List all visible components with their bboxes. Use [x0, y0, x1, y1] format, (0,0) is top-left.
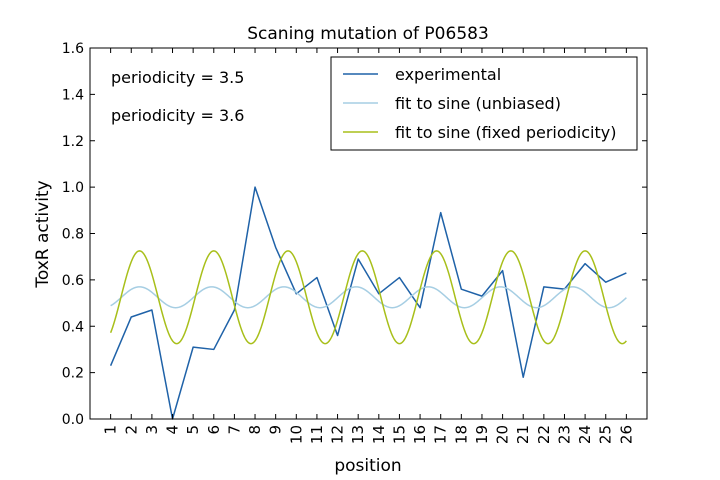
x-tick-label: 7: [225, 425, 243, 435]
x-tick-label: 20: [494, 425, 512, 444]
legend-label-fit-unbiased: fit to sine (unbiased): [395, 94, 561, 113]
x-tick-label: 11: [308, 425, 326, 444]
x-axis-ticks: 1 2 3 4 5 6 7 8 9 10 11 12 13 14 15 16 17 18 19 20 21 22 23 24 2…: [102, 48, 635, 444]
x-tick-label: 2: [122, 425, 140, 435]
x-tick-label: 12: [329, 425, 347, 444]
y-tick-label: 0.2: [62, 366, 84, 382]
y-tick-label: 1.2: [62, 134, 84, 150]
y-tick-label: 1.0: [62, 180, 84, 196]
y-tick-label: 0.6: [62, 273, 84, 289]
x-tick-label: 5: [184, 425, 202, 435]
x-tick-label: 6: [205, 425, 223, 435]
x-tick-label: 4: [164, 425, 182, 435]
legend-label-experimental: experimental: [395, 65, 501, 84]
y-tick-label: 1.4: [62, 87, 84, 103]
x-tick-label: 14: [370, 425, 388, 444]
series-line-0: [109, 186, 627, 420]
y-tick-label: 0.0: [62, 412, 84, 428]
y-axis-ticks: 0.0 0.2 0.4 0.6 0.8 1.0 1.2 1.4 1.6: [62, 41, 647, 428]
x-tick-label: 10: [287, 425, 305, 444]
x-tick-label: 1: [102, 425, 120, 435]
legend-label-fit-fixed: fit to sine (fixed periodicity): [395, 123, 616, 142]
x-tick-label: 9: [267, 425, 285, 435]
legend-box: [330, 56, 638, 151]
periodicity-annotation-3-5: periodicity = 3.5: [111, 68, 244, 87]
x-tick-label: 8: [246, 425, 264, 435]
x-tick-label: 25: [597, 425, 615, 444]
x-tick-label: 19: [473, 425, 491, 444]
periodicity-annotation-3-6: periodicity = 3.6: [111, 106, 244, 125]
y-tick-label: 1.6: [62, 41, 84, 57]
x-tick-label: 17: [432, 425, 450, 444]
x-tick-label: 22: [535, 425, 553, 444]
y-tick-label: 0.4: [62, 319, 84, 335]
x-tick-label: 15: [390, 425, 408, 444]
x-tick-label: 3: [143, 425, 161, 435]
x-tick-label: 21: [514, 425, 532, 444]
x-tick-label: 23: [555, 425, 573, 444]
legend: experimental fit to sine (unbiased) fit …: [330, 56, 638, 151]
x-tick-label: 24: [576, 425, 594, 444]
x-tick-label: 13: [349, 425, 367, 444]
x-axis-label: position: [334, 456, 401, 476]
x-tick-label: 26: [617, 425, 635, 444]
y-tick-label: 0.8: [62, 227, 84, 243]
x-tick-label: 16: [411, 425, 429, 444]
series-line-2: [109, 250, 627, 345]
plot-lines: [109, 186, 627, 420]
x-tick-label: 18: [452, 425, 470, 444]
chart-title: Scaning mutation of P06583: [247, 24, 489, 44]
y-axis-label: ToxR activity: [33, 180, 53, 288]
